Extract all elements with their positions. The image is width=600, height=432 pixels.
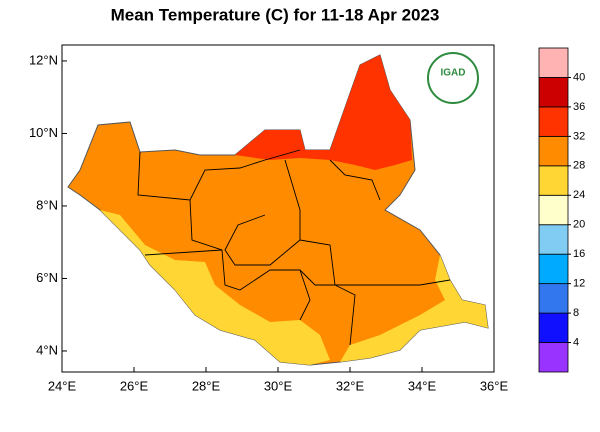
logo-ring: [427, 52, 479, 104]
colorbar-label: 28: [573, 160, 585, 172]
cool-zone-southeast: [340, 255, 488, 362]
state-border: [299, 269, 311, 321]
x-tick-label: 36°E: [480, 378, 509, 393]
state-border: [189, 199, 451, 291]
colorbar-bin: [538, 106, 569, 137]
colorbar-label: 24: [573, 189, 585, 201]
colorbar-label: 32: [573, 130, 585, 142]
logo-text: IGAD: [441, 68, 466, 79]
hot-zone: [235, 55, 412, 170]
colorbar-bin: [538, 47, 569, 78]
colorbar-label: 16: [573, 248, 585, 260]
colorbar-bin: [538, 194, 569, 226]
cool-zone-southwest: [100, 210, 330, 365]
colorbar-label: 8: [573, 307, 579, 319]
x-tick-label: 34°E: [408, 378, 437, 393]
colorbar-label: 40: [573, 71, 585, 83]
y-tick-label: 4°N: [36, 342, 58, 357]
colorbar-bin: [538, 165, 569, 196]
state-border: [137, 149, 301, 201]
y-tick-label: 8°N: [36, 197, 58, 212]
state-border: [329, 159, 381, 201]
logo: IGAD: [427, 52, 479, 104]
colorbar-bin: [538, 283, 569, 314]
x-tick-label: 26°E: [120, 378, 149, 393]
y-tick-label: 12°N: [29, 52, 58, 67]
country: [67, 54, 489, 366]
colorbar-bin: [538, 312, 569, 343]
state-border: [299, 239, 356, 346]
x-tick-label: 32°E: [336, 378, 365, 393]
state-border: [144, 249, 223, 256]
state-border: [224, 159, 301, 266]
colorbar-label: 4: [573, 336, 579, 348]
map-title: Mean Temperature (C) for 11-18 Apr 2023: [111, 5, 440, 24]
x-tick-label: 30°E: [264, 378, 293, 393]
colorbar-label: 12: [573, 278, 585, 290]
x-tick-label: 24°E: [48, 378, 77, 393]
colorbar-bin: [538, 253, 569, 285]
y-tick-label: 6°N: [36, 270, 58, 285]
colorbar-bin: [538, 224, 569, 255]
colorbar-label: 36: [573, 101, 585, 113]
x-tick-label: 28°E: [192, 378, 221, 393]
colorbar-label: 20: [573, 219, 585, 231]
y-tick-label: 10°N: [29, 125, 58, 140]
colorbar-bin: [538, 342, 569, 373]
colorbar-bin: [538, 77, 569, 108]
colorbar-bin: [538, 135, 569, 167]
